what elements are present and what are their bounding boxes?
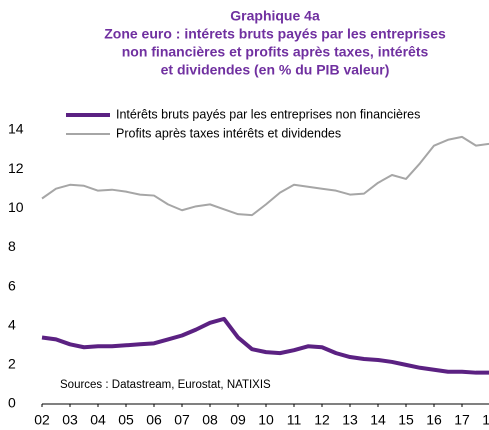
chart-title: Zone euro : intérets bruts payés par les… [104,26,446,42]
line-series [41,316,489,375]
legend-label: Profits après taxes intérêts et dividend… [116,126,341,140]
x-tick-label: 16 [426,412,442,428]
x-tick-label: 08 [202,412,218,428]
y-tick-label: 12 [8,160,24,176]
y-tick-label: 8 [8,238,16,254]
x-tick-label: 07 [174,412,190,428]
line-series [41,135,489,217]
legend-label: Intérêts bruts payés par les entreprises… [116,107,420,121]
x-tick-label: 06 [146,412,162,428]
x-tick-label: 02 [34,412,50,428]
x-tick-label: 17 [454,412,470,428]
x-tick-label: 09 [230,412,246,428]
x-tick-label: 18 [482,412,489,428]
x-tick-label: 05 [118,412,134,428]
y-tick-label: 10 [8,199,24,215]
y-tick-label: 2 [8,356,16,372]
annotation: Sources : Datastream, Eurostat, NATIXIS [60,379,271,391]
x-tick-label: 11 [287,412,302,428]
x-tick-label: 03 [62,412,78,428]
chart-title: Graphique 4a [230,8,320,24]
x-tick-label: 15 [398,412,414,428]
y-tick-label: 6 [8,277,16,293]
y-tick-label: 0 [8,395,16,411]
y-tick-label: 4 [8,316,16,332]
chart-title: et dividendes (en % du PIB valeur) [161,62,390,78]
x-tick-label: 12 [314,412,330,428]
chart-title: non financières et profits après taxes, … [122,44,429,60]
x-tick-label: 10 [258,412,274,428]
x-tick-label: 13 [342,412,358,428]
x-tick-label: 04 [90,412,106,428]
y-tick-label: 14 [8,121,24,137]
x-tick-label: 14 [370,412,386,428]
